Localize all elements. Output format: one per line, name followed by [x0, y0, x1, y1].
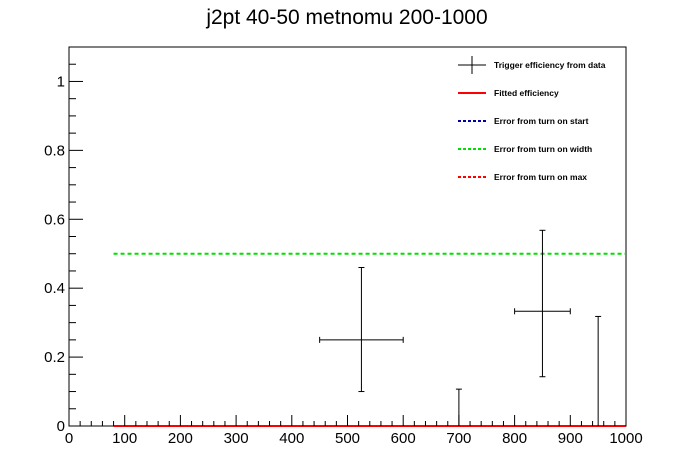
- x-tick-label: 0: [65, 430, 73, 447]
- chart-title: j2pt 40-50 metnomu 200-1000: [205, 6, 487, 29]
- x-tick-label: 1000: [609, 430, 642, 447]
- x-tick-label: 600: [391, 430, 416, 447]
- data-layer: [113, 229, 626, 427]
- y-tick-label: 1: [57, 73, 65, 90]
- y-tick-label: 0.6: [44, 211, 65, 228]
- axes-layer: 0 100 200 300 400 500 600 700 800 900 1000 0 0.2 0.4 0…: [44, 46, 643, 447]
- x-tick-label: 100: [112, 430, 137, 447]
- x-tick-label: 500: [335, 430, 360, 447]
- x-tick-label: 300: [224, 430, 249, 447]
- x-tick-label: 200: [168, 430, 193, 447]
- data-point: [319, 267, 404, 393]
- y-tick-label: 0.8: [44, 142, 65, 159]
- x-tick-label: 400: [279, 430, 304, 447]
- legend-label: Fitted efficiency: [494, 88, 559, 98]
- data-point: [595, 315, 602, 426]
- legend-label: Trigger efficiency from data: [494, 60, 606, 70]
- legend: Trigger efficiency from data Fitted effic…: [458, 56, 606, 182]
- legend-label: Error from turn on max: [494, 172, 587, 182]
- legend-entry: Error from turn on width: [458, 144, 592, 154]
- legend-entry: Error from turn on start: [458, 116, 589, 126]
- legend-entry: Fitted efficiency: [458, 88, 559, 98]
- y-tick-label: 0.4: [44, 280, 65, 297]
- x-tick-label: 700: [446, 430, 471, 447]
- legend-label: Error from turn on start: [494, 116, 589, 126]
- data-point: [514, 229, 571, 378]
- x-tick-label: 800: [502, 430, 527, 447]
- legend-entry: Trigger efficiency from data: [458, 56, 606, 74]
- x-tick-label: 900: [558, 430, 583, 447]
- y-tick-label: 0.2: [44, 349, 65, 366]
- legend-label: Error from turn on width: [494, 144, 592, 154]
- y-tick-label: 0: [57, 418, 65, 435]
- legend-entry: Error from turn on max: [458, 172, 587, 182]
